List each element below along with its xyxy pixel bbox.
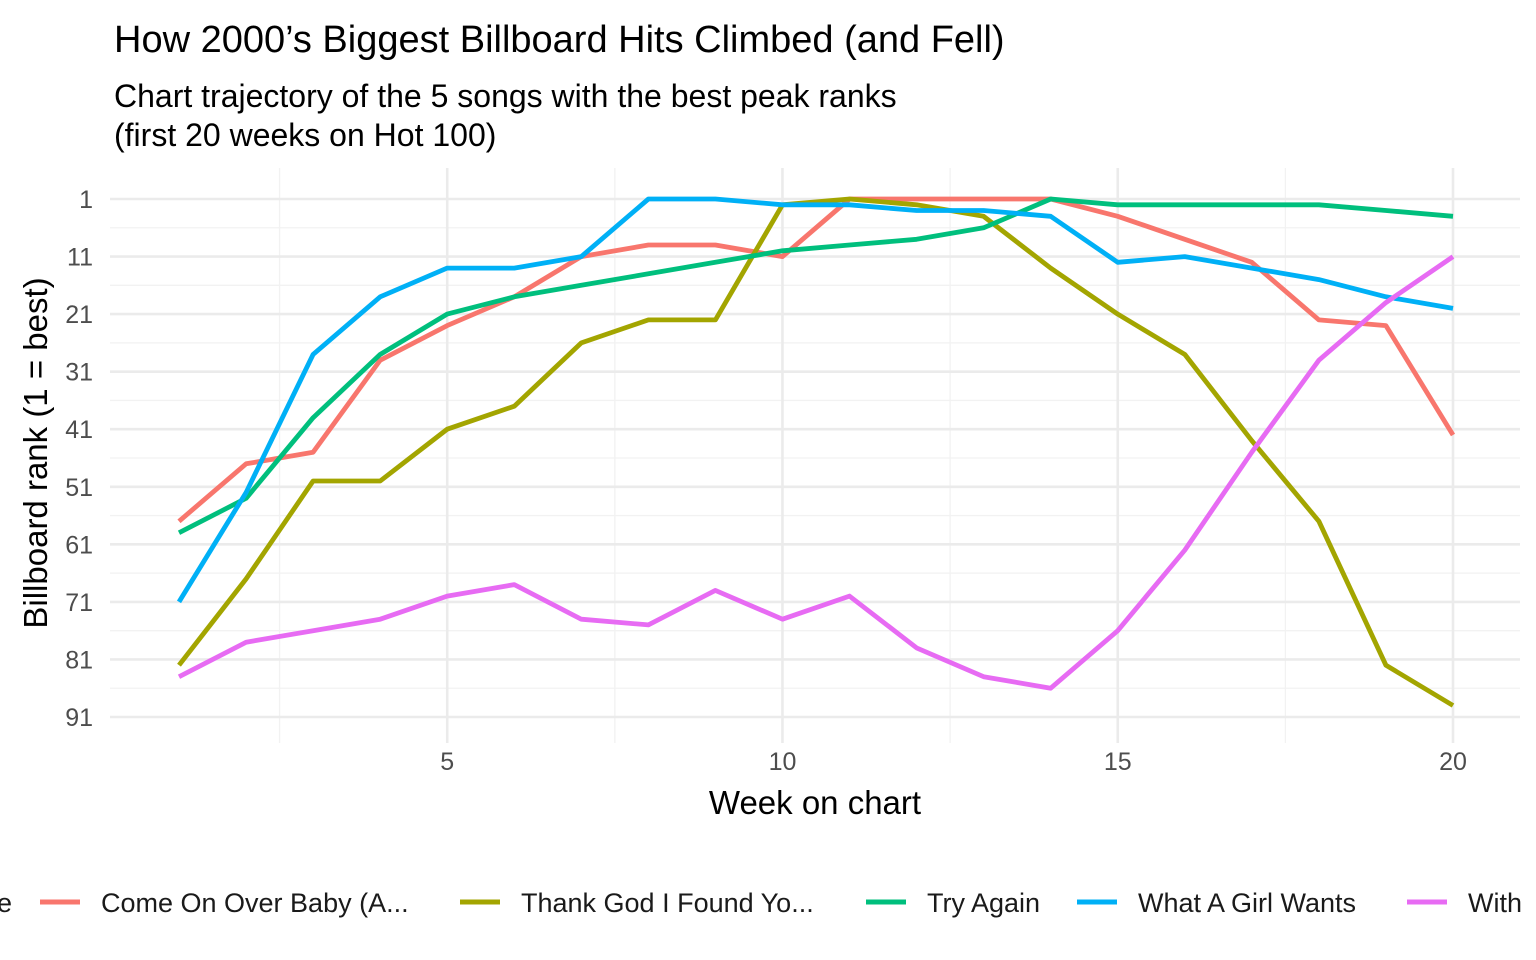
y-tick-label: 41 <box>65 416 93 444</box>
series-line-3 <box>177 196 1454 535</box>
legend-title: e <box>0 888 12 918</box>
series-line-2 <box>177 196 1455 708</box>
x-axis-tick-labels: 5 10 15 20 <box>440 748 1467 776</box>
y-tick-label: 61 <box>65 531 93 559</box>
chart-title: How 2000’s Biggest Billboard Hits Climbe… <box>114 19 1005 61</box>
legend-item-3: Try Again <box>866 888 1040 918</box>
y-tick-label: 21 <box>65 301 93 329</box>
legend-label: Come On Over Baby (A... <box>101 888 409 918</box>
legend-item-2: Thank God I Found Yo... <box>460 888 814 918</box>
chart-subtitle-line-1: Chart trajectory of the 5 songs with the… <box>114 78 897 114</box>
legend-label: Thank God I Found Yo... <box>521 888 814 918</box>
major-gridlines-y <box>110 197 1520 719</box>
y-tick-label: 1 <box>79 186 93 214</box>
y-tick-label: 51 <box>65 474 93 502</box>
y-tick-label: 71 <box>65 589 93 617</box>
chart-subtitle-line-2: (first 20 weeks on Hot 100) <box>114 117 496 153</box>
x-tick-label: 5 <box>440 748 454 776</box>
legend-label: What A Girl Wants <box>1138 888 1356 918</box>
y-axis-title: Billboard rank (1 = best) <box>17 277 54 628</box>
series-line-1 <box>177 196 1456 524</box>
x-axis-title: Week on chart <box>709 784 921 821</box>
y-tick-label: 81 <box>65 646 93 674</box>
legend-items: Come On Over Baby (A... Thank God I Found… <box>40 888 1522 918</box>
minor-gridlines-x <box>278 168 1287 743</box>
minor-gridlines-y <box>110 227 1520 689</box>
x-tick-label: 15 <box>1104 748 1132 776</box>
legend-item-5: With <box>1407 888 1522 918</box>
legend: e Come On Over Baby (A... Thank God I Fou… <box>0 888 1522 918</box>
y-tick-label: 31 <box>65 359 93 387</box>
series-line-5 <box>177 254 1455 691</box>
series-lines <box>176 196 1456 708</box>
legend-item-4: What A Girl Wants <box>1077 888 1356 918</box>
series-line-4 <box>176 196 1454 604</box>
legend-item-1: Come On Over Baby (A... <box>40 888 409 918</box>
legend-label: Try Again <box>927 888 1040 918</box>
y-tick-label: 91 <box>65 704 93 732</box>
x-tick-label: 20 <box>1439 748 1467 776</box>
y-tick-label: 11 <box>67 244 93 272</box>
legend-label: With <box>1468 888 1522 918</box>
x-tick-label: 10 <box>769 748 797 776</box>
